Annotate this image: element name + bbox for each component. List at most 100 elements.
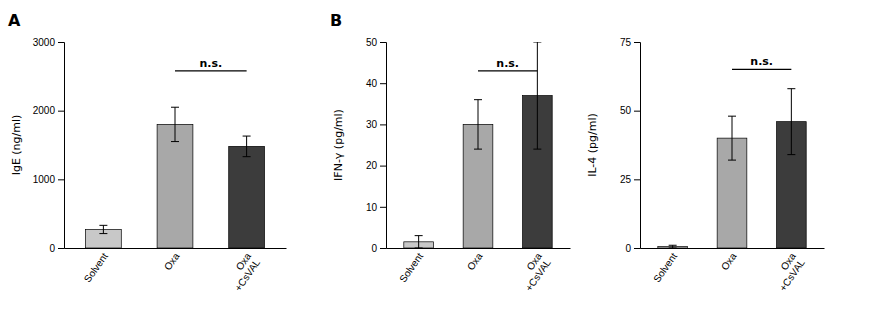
error-bar	[474, 100, 482, 149]
x-axis: Solvent Oxa Oxa+CsVAL	[387, 248, 571, 293]
tick: 10	[366, 202, 386, 213]
tick-mark	[634, 111, 640, 112]
tick-label-line: Oxa	[465, 250, 485, 272]
tick-label: Oxa+CsVAL	[768, 250, 807, 293]
tick-mark	[380, 207, 386, 208]
tick-label-line: Solvent	[82, 251, 110, 285]
error-bar	[243, 136, 251, 157]
tick-label: 0	[625, 243, 631, 254]
error-bar	[787, 89, 795, 155]
tick-mark	[58, 111, 64, 112]
tick-label: Oxa+CsVAL	[514, 250, 553, 293]
tick-label-line: Solvent	[651, 251, 679, 285]
tick-label-line: +CsVAL	[232, 257, 262, 293]
y-axis-label: IL-4 (pg/ml)	[586, 113, 599, 177]
tick-label: 0	[49, 243, 55, 254]
panel: n.s. 0 1000 2000 3000 Solvent Oxa Oxa+CsVAL IgE …	[8, 11, 287, 293]
tick-label: Oxa+CsVAL	[223, 250, 262, 293]
tick: 75	[620, 37, 640, 48]
panel: n.s. 0 25 50 75 Solvent Oxa Oxa+CsVAL IL-4 (pg/m…	[586, 37, 825, 293]
axis-line	[387, 248, 571, 249]
tick: 0	[625, 243, 640, 254]
error-bar	[533, 42, 541, 149]
tick: 25	[620, 174, 640, 185]
tick: 1000	[33, 174, 64, 185]
tick: 30	[366, 119, 386, 130]
axis-line	[380, 43, 387, 249]
tick-label-line: +CsVAL	[777, 257, 807, 293]
tick: Solvent	[651, 248, 679, 284]
tick-mark	[58, 179, 64, 180]
tick: 20	[366, 160, 386, 171]
x-axis: Solvent Oxa Oxa+CsVAL	[641, 248, 825, 293]
tick: 0	[49, 243, 64, 254]
axis-line	[65, 248, 287, 249]
tick: 0	[371, 243, 386, 254]
tick-label-line: Oxa	[719, 250, 739, 272]
tick-label: 1000	[33, 174, 56, 185]
tick: Oxa	[162, 248, 182, 272]
x-axis: Solvent Oxa Oxa+CsVAL	[65, 248, 287, 293]
tick-mark	[634, 42, 640, 43]
tick: 50	[620, 105, 640, 116]
tick-label: Solvent	[651, 251, 679, 285]
error-bar	[669, 245, 677, 248]
tick-label: 40	[366, 78, 378, 89]
tick-label: Solvent	[82, 251, 110, 285]
annotation: n.s.	[199, 57, 222, 70]
marks	[85, 71, 264, 248]
annotation: n.s.	[750, 55, 773, 68]
bar	[157, 124, 193, 248]
tick: 40	[366, 78, 386, 89]
tick: Oxa+CsVAL	[768, 248, 807, 293]
y-axis: 0 25 50 75	[620, 37, 641, 254]
tick: 50	[366, 37, 386, 48]
tick-label-line: +CsVAL	[523, 257, 553, 293]
tick: Oxa	[719, 248, 739, 272]
significance-line	[175, 70, 247, 71]
tick-mark	[380, 42, 386, 43]
tick-label-line: Solvent	[397, 251, 425, 285]
y-axis-label: IFN-γ (pg/ml)	[332, 109, 345, 181]
tick-mark	[380, 83, 386, 84]
tick-label: 10	[366, 202, 378, 213]
axis-line	[634, 43, 641, 249]
tick: 3000	[33, 37, 64, 48]
tick: Solvent	[82, 248, 110, 284]
tick-label: 25	[620, 174, 632, 185]
error-bar	[99, 225, 107, 233]
error-bar	[171, 107, 179, 141]
tick: Solvent	[397, 248, 425, 284]
significance-line	[478, 70, 537, 71]
y-axis: 0 10 20 30 40 50	[366, 37, 387, 254]
tick-mark	[634, 179, 640, 180]
tick-mark	[634, 248, 640, 249]
tick-mark	[380, 166, 386, 167]
tick-label: 0	[371, 243, 377, 254]
tick-mark	[380, 124, 386, 125]
tick-label: 50	[620, 105, 632, 116]
significance-line	[732, 69, 791, 70]
axis-line	[641, 248, 825, 249]
bar	[229, 146, 265, 248]
tick: 2000	[33, 105, 64, 116]
panel-label: A	[8, 11, 21, 30]
tick-label: 75	[620, 37, 632, 48]
tick-label: 30	[366, 119, 378, 130]
tick-label-line: Oxa	[162, 250, 182, 272]
y-axis-label: IgE (ng/ml)	[10, 115, 23, 176]
y-axis: 0 1000 2000 3000	[33, 37, 65, 254]
tick: Oxa+CsVAL	[514, 248, 553, 293]
marks	[404, 42, 552, 248]
tick-label: Solvent	[397, 251, 425, 285]
panel-label: B	[330, 11, 342, 30]
tick-label: 2000	[33, 105, 56, 116]
tick-mark	[58, 248, 64, 249]
error-bar	[415, 236, 423, 248]
axis-line	[58, 43, 65, 249]
tick-label: Oxa	[162, 250, 182, 272]
marks	[658, 69, 806, 248]
figure: n.s.0100020003000SolventOxaOxa+CsVALIgE …	[0, 0, 877, 320]
tick-mark	[58, 42, 64, 43]
tick-label: 3000	[33, 37, 56, 48]
